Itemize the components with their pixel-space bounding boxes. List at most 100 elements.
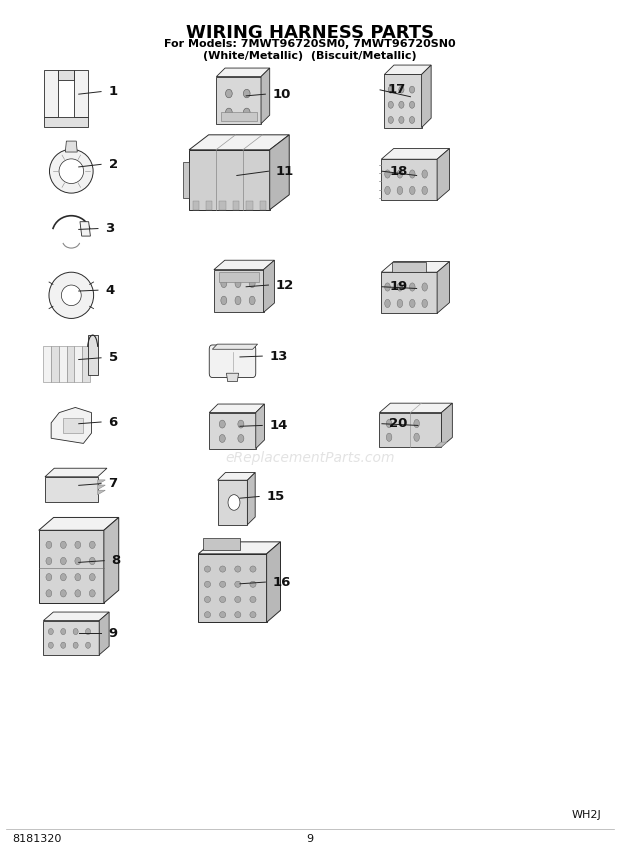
Ellipse shape [226,108,232,116]
Polygon shape [193,201,199,210]
Ellipse shape [60,557,66,565]
Ellipse shape [221,296,227,305]
Polygon shape [38,530,104,603]
FancyBboxPatch shape [210,345,256,377]
Polygon shape [267,542,280,622]
Text: 13: 13 [270,349,288,363]
Ellipse shape [244,108,250,116]
Polygon shape [189,135,289,150]
Text: 19: 19 [389,280,407,294]
Text: 4: 4 [105,283,115,297]
Ellipse shape [235,296,241,305]
Polygon shape [65,141,78,152]
Ellipse shape [46,590,52,597]
Ellipse shape [235,597,241,603]
Ellipse shape [49,272,94,318]
Polygon shape [44,117,87,127]
Ellipse shape [397,169,403,178]
Ellipse shape [397,187,403,194]
Ellipse shape [50,149,93,193]
Ellipse shape [250,612,256,618]
Ellipse shape [388,86,393,93]
Ellipse shape [409,282,415,291]
Text: 12: 12 [276,278,294,292]
Polygon shape [233,201,239,210]
Text: 3: 3 [105,222,115,235]
Polygon shape [379,403,453,413]
Polygon shape [80,222,91,236]
Text: For Models: 7MWT96720SM0, 7MWT96720SN0: For Models: 7MWT96720SM0, 7MWT96720SN0 [164,39,456,49]
Polygon shape [43,346,51,382]
Ellipse shape [89,541,95,549]
Polygon shape [98,480,105,484]
Ellipse shape [205,566,211,572]
Polygon shape [63,418,83,433]
Ellipse shape [61,628,66,634]
Ellipse shape [250,581,256,587]
Polygon shape [43,612,109,621]
Ellipse shape [409,86,415,93]
Ellipse shape [409,300,415,307]
Text: 9: 9 [108,627,118,640]
Polygon shape [51,346,59,382]
Text: WIRING HARNESS PARTS: WIRING HARNESS PARTS [186,24,434,42]
Ellipse shape [89,590,95,597]
Polygon shape [212,344,258,349]
Polygon shape [441,403,453,447]
Polygon shape [198,542,280,554]
Ellipse shape [75,574,81,581]
Polygon shape [381,262,450,272]
Polygon shape [214,260,275,270]
Polygon shape [104,517,118,603]
Ellipse shape [219,612,226,618]
Text: 18: 18 [389,164,408,178]
Polygon shape [384,65,431,74]
Polygon shape [437,262,450,313]
Text: 7: 7 [108,477,118,490]
Text: WH2J: WH2J [572,810,601,820]
Polygon shape [45,477,98,502]
Polygon shape [381,149,450,159]
Ellipse shape [397,282,403,291]
Polygon shape [246,201,253,210]
Polygon shape [38,517,118,530]
Polygon shape [210,413,256,449]
Polygon shape [392,262,426,272]
Ellipse shape [235,279,241,288]
Polygon shape [437,149,450,200]
Polygon shape [82,346,90,382]
Ellipse shape [249,279,255,288]
Ellipse shape [399,86,404,93]
Ellipse shape [226,89,232,98]
Ellipse shape [384,300,391,307]
Ellipse shape [250,566,256,572]
Polygon shape [226,373,239,382]
Polygon shape [58,70,74,80]
Ellipse shape [422,169,428,178]
Polygon shape [198,554,267,622]
Ellipse shape [89,574,95,581]
Ellipse shape [384,169,391,178]
Ellipse shape [59,159,84,183]
Ellipse shape [221,279,227,288]
Polygon shape [219,201,226,210]
Polygon shape [99,612,109,655]
Polygon shape [381,159,437,200]
Polygon shape [384,74,422,128]
Ellipse shape [235,566,241,572]
Polygon shape [270,135,289,210]
Ellipse shape [388,101,393,108]
Ellipse shape [75,590,81,597]
Text: 11: 11 [276,164,294,178]
Polygon shape [189,150,270,210]
Ellipse shape [219,581,226,587]
Text: 8181320: 8181320 [12,834,62,844]
Ellipse shape [75,557,81,565]
Polygon shape [435,443,447,447]
Ellipse shape [384,187,391,194]
Ellipse shape [244,89,250,98]
Ellipse shape [399,101,404,108]
Ellipse shape [250,597,256,603]
Text: (White/Metallic)  (Biscuit/Metallic): (White/Metallic) (Biscuit/Metallic) [203,51,417,62]
Polygon shape [43,621,99,655]
